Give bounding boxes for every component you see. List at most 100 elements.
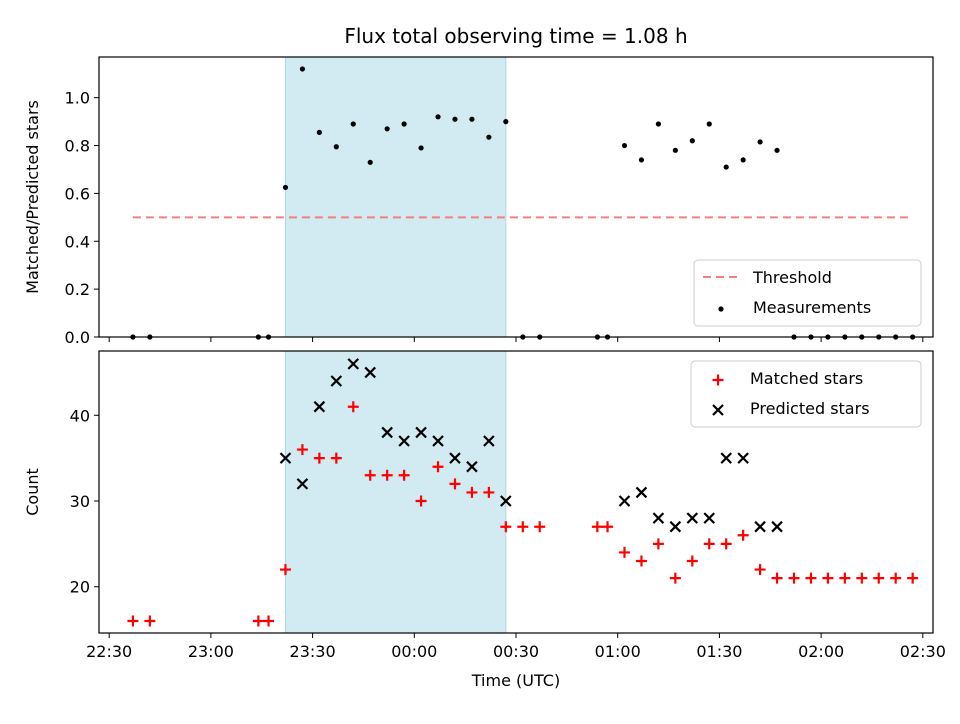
- data-point: [689, 138, 695, 144]
- legend-label: Matched stars: [750, 369, 863, 388]
- y-axis-label: Count: [23, 468, 42, 516]
- data-point: [500, 495, 512, 507]
- data-point: [638, 157, 645, 163]
- legend-label: Predicted stars: [750, 399, 870, 418]
- data-point: [486, 134, 492, 140]
- data-point: [466, 486, 478, 498]
- x-tick-label: 02:00: [798, 642, 844, 661]
- y-tick-label: 0.8: [65, 137, 90, 156]
- data-point: [757, 139, 763, 145]
- data-point: [754, 564, 766, 576]
- data-point: [788, 572, 800, 584]
- series-matched-stars: [127, 401, 919, 627]
- data-point: [669, 520, 682, 533]
- data-point: [686, 512, 699, 524]
- x-tick-label: 01:00: [595, 642, 641, 661]
- data-point: [672, 147, 678, 153]
- data-point: [452, 116, 458, 122]
- data-point: [669, 572, 681, 584]
- data-point: [263, 615, 275, 627]
- data-point: [279, 564, 291, 576]
- data-point: [706, 121, 712, 127]
- legend: Threshold Measurements: [693, 259, 922, 327]
- x-tick-label: 00:00: [391, 642, 437, 661]
- data-point: [873, 572, 885, 584]
- legend-swatch: [712, 374, 724, 386]
- data-point: [534, 521, 546, 533]
- data-point: [737, 452, 749, 464]
- data-point: [686, 555, 698, 567]
- data-point: [890, 572, 902, 584]
- data-point: [517, 521, 529, 533]
- data-point: [418, 145, 424, 151]
- data-point: [364, 366, 376, 379]
- data-point: [771, 572, 783, 584]
- legend-box: [693, 259, 922, 327]
- x-tick-label: 22:30: [86, 642, 132, 661]
- data-point: [367, 159, 373, 165]
- data-point: [398, 469, 410, 481]
- y-tick-label: 0.2: [65, 280, 90, 299]
- data-point: [398, 435, 410, 447]
- data-point: [330, 375, 343, 387]
- data-point: [466, 460, 478, 473]
- data-point: [503, 119, 509, 125]
- data-point: [737, 529, 749, 541]
- legend-label: Measurements: [753, 298, 871, 317]
- data-point: [296, 444, 308, 456]
- data-point: [330, 452, 342, 464]
- data-point: [449, 478, 461, 490]
- data-point: [621, 142, 628, 149]
- data-point: [618, 546, 630, 558]
- data-point: [635, 486, 648, 499]
- data-point: [435, 114, 441, 120]
- legend-label: Threshold: [752, 268, 832, 287]
- bottom-panel: 20 30 40 22:30 23:00 23:30 00:00 00:30 01:00 01:3…: [23, 350, 946, 690]
- y-tick-label: 0.4: [65, 232, 90, 251]
- y-tick-label: 40: [70, 406, 90, 425]
- data-point: [384, 126, 390, 132]
- data-point: [401, 121, 407, 127]
- x-tick-label: 01:30: [696, 642, 742, 661]
- chart-title: Flux total observing time = 1.08 h: [344, 24, 687, 48]
- x-tick-label: 23:00: [188, 642, 234, 661]
- y-tick-label: 20: [70, 578, 90, 597]
- data-point: [432, 435, 444, 447]
- legend-swatch: [712, 404, 724, 416]
- data-point: [415, 495, 427, 507]
- legend-box: [690, 360, 922, 428]
- data-point: [483, 435, 495, 447]
- data-point: [805, 572, 817, 584]
- top-panel: 0.0 0.2 0.4 0.6 0.8 1.0 Matched/Predicted star…: [23, 56, 934, 347]
- data-point: [771, 520, 783, 533]
- data-point: [703, 512, 716, 524]
- data-point: [754, 520, 766, 533]
- data-point: [652, 538, 664, 550]
- data-point: [415, 426, 427, 439]
- y-tick-label: 1.0: [65, 89, 90, 108]
- y-axis-label: Matched/Predicted stars: [23, 100, 42, 294]
- data-point: [907, 572, 919, 584]
- y-tick-label: 0.6: [65, 184, 90, 203]
- data-point: [469, 116, 475, 122]
- data-point: [316, 129, 322, 135]
- data-point: [127, 615, 139, 627]
- legend: Matched stars Predicted stars: [690, 360, 922, 428]
- data-point: [703, 538, 715, 550]
- data-point: [652, 512, 665, 524]
- data-point: [591, 521, 603, 533]
- y-tick-label: 0.0: [65, 328, 90, 347]
- data-point: [449, 452, 461, 464]
- legend-swatch: [718, 306, 724, 312]
- data-point: [381, 469, 393, 481]
- data-point: [483, 486, 495, 498]
- data-point: [602, 521, 614, 533]
- data-point: [144, 615, 156, 627]
- x-tick-label: 00:30: [493, 642, 539, 661]
- data-point: [381, 426, 393, 439]
- data-point: [774, 147, 780, 153]
- data-point: [299, 66, 306, 72]
- x-axis-label: Time (UTC): [471, 671, 560, 690]
- series-predicted-stars: [279, 358, 783, 533]
